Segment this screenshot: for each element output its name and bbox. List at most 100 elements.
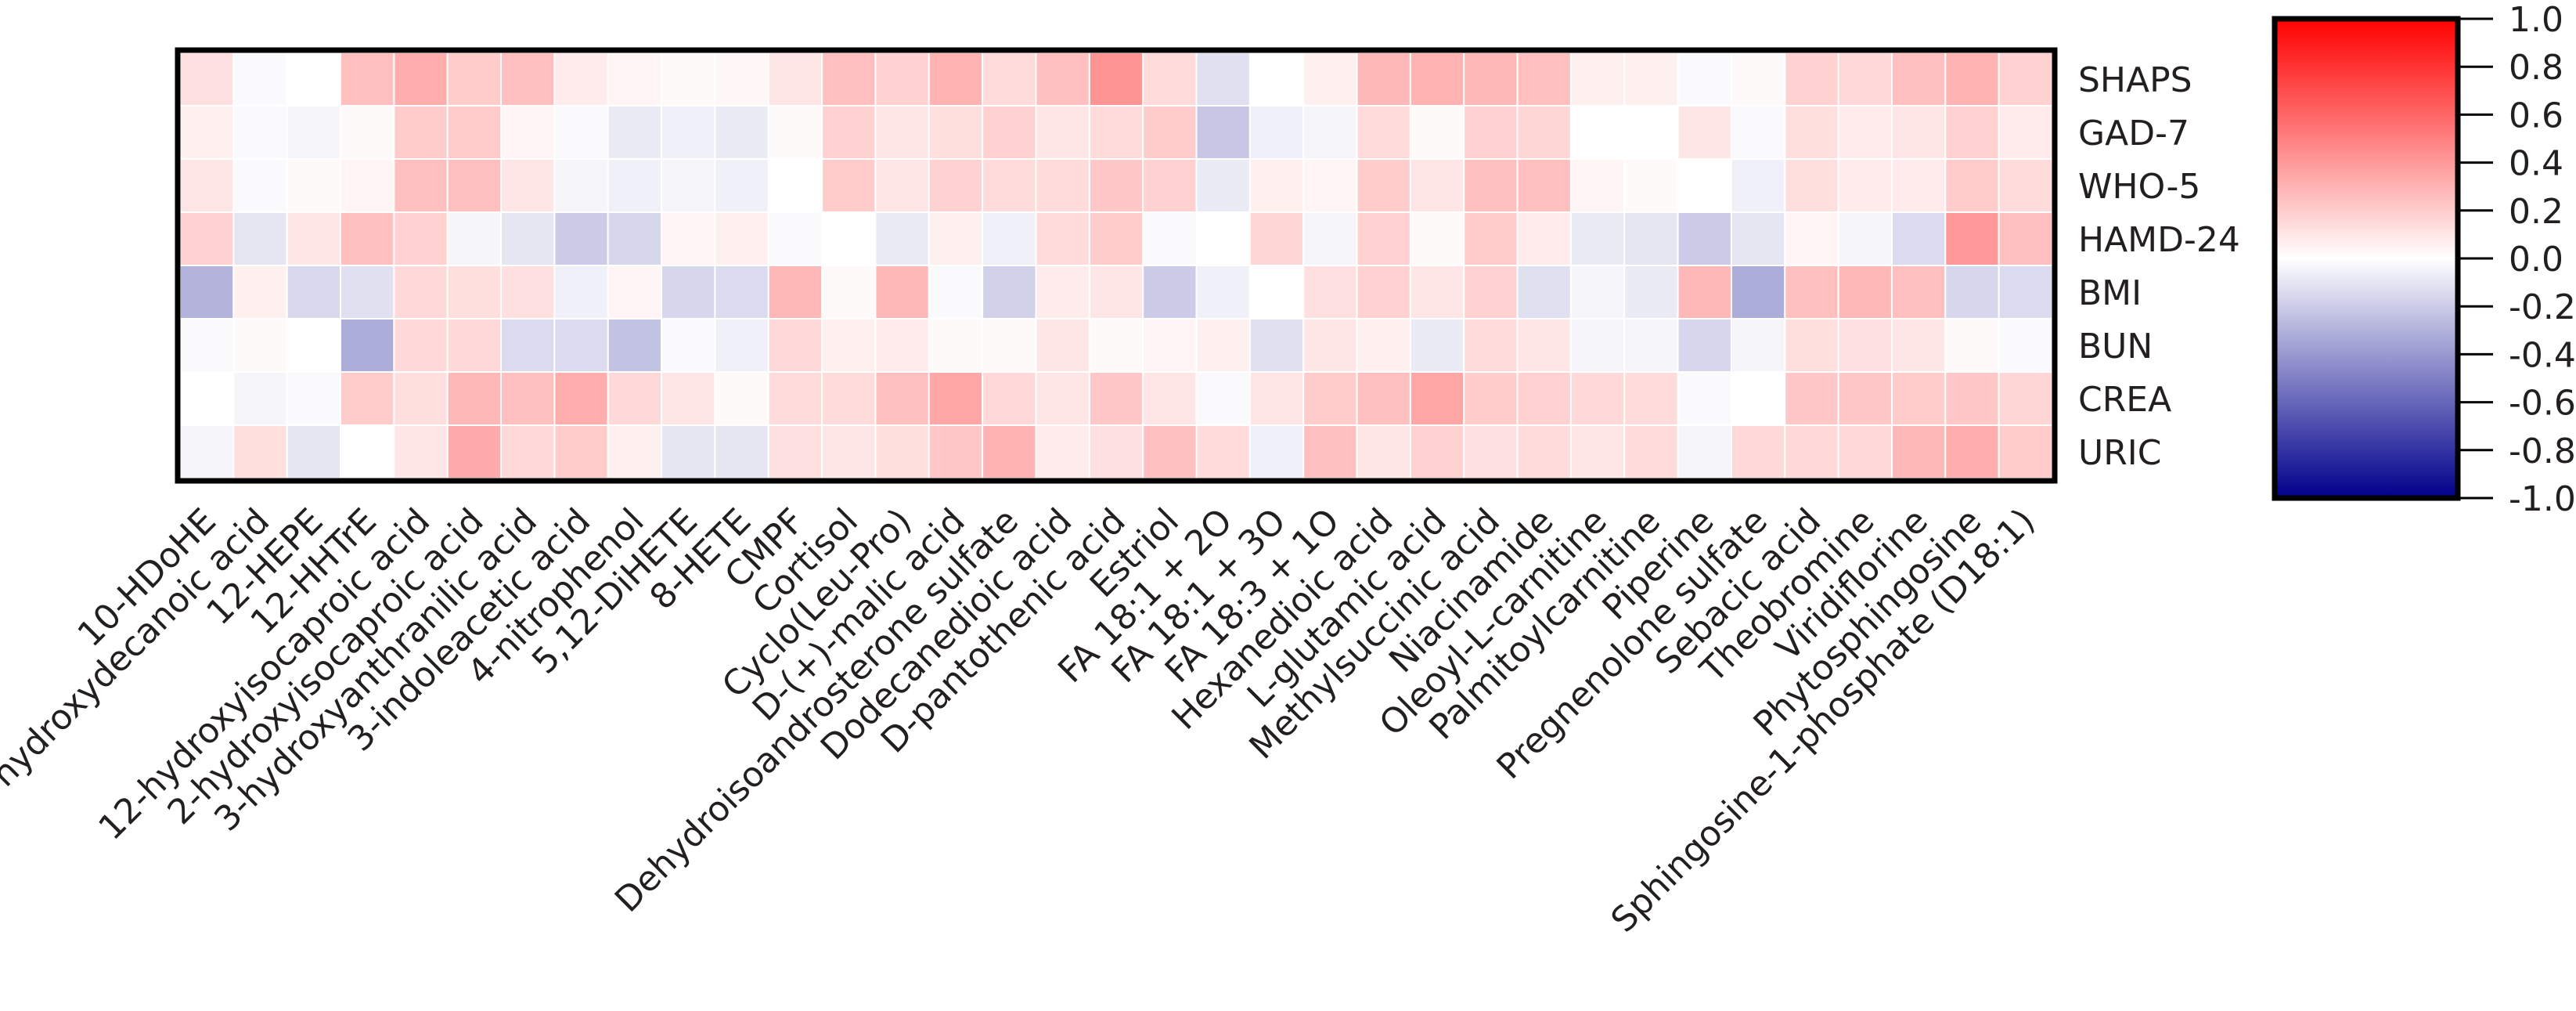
heatmap-cell [1409,52,1465,107]
heatmap-cell [1516,265,1572,320]
heatmap-cell [179,211,235,266]
heatmap-cell [661,318,716,373]
heatmap-cell [1998,371,2054,426]
heatmap-cell [1195,105,1251,160]
colorbar-tick-label: 1.0 [2509,0,2563,40]
heatmap-cells [179,52,2054,479]
heatmap-cell [179,318,235,373]
heatmap-cell [1463,105,1519,160]
heatmap-cell [340,371,395,426]
heatmap-cell [714,371,769,426]
heatmap-cell [714,52,769,107]
heatmap-cell [1623,424,1679,479]
heatmap-cell [1195,211,1251,266]
heatmap-cell [286,424,342,479]
heatmap-cell [767,52,823,107]
heatmap-cell [1730,105,1786,160]
heatmap-cell [1409,318,1465,373]
heatmap-cell [500,424,556,479]
heatmap-cell [1569,105,1626,160]
heatmap-cell [1569,211,1626,266]
heatmap-cell [874,424,930,479]
heatmap-cell [1356,371,1411,426]
heatmap-cell [286,158,342,213]
heatmap-cell [446,52,503,107]
heatmap-cell [446,371,503,426]
heatmap-cell [1142,371,1198,426]
heatmap-cell [1088,424,1144,479]
heatmap-cell [767,424,823,479]
heatmap-cell [1035,265,1090,320]
heatmap-cell [1463,52,1519,107]
heatmap-cell [1569,371,1626,426]
heatmap-cell [553,371,609,426]
heatmap-cell [340,158,395,213]
heatmap-cell [607,105,663,160]
heatmap-cell [286,318,342,373]
heatmap-cell [1890,158,1947,213]
heatmap-cell [874,265,930,320]
heatmap-cell [1302,265,1358,320]
row-label: GAD-7 [2078,114,2189,153]
heatmap-cell [1088,52,1144,107]
heatmap-cell [1837,105,1893,160]
colorbar-tick-label: -0.4 [2509,335,2576,375]
heatmap-cell [1302,211,1358,266]
colorbar-gradient [2272,16,2461,501]
colorbar-tick-label: -0.2 [2509,287,2576,327]
heatmap-cell [340,105,395,160]
heatmap-cell [1356,105,1411,160]
heatmap-cell [1356,158,1411,213]
heatmap-cell [1730,211,1786,266]
heatmap-cell [1837,371,1893,426]
heatmap-cell [1998,211,2054,266]
heatmap-cell [500,371,556,426]
heatmap-cell [500,211,556,266]
heatmap-cell [874,158,930,213]
heatmap-cell [1356,318,1411,373]
colorbar-tick-label: -0.6 [2509,384,2576,424]
heatmap-cell [874,105,930,160]
heatmap-cell [982,318,1037,373]
heatmap-cell [1035,371,1090,426]
heatmap-cell [821,52,877,107]
heatmap-cell [286,371,342,426]
heatmap-cell [982,424,1037,479]
heatmap-cell [661,371,716,426]
heatmap-cell [1677,265,1732,320]
heatmap-cell [500,52,556,107]
heatmap-cell [1998,158,2054,213]
heatmap-cell [661,158,716,213]
heatmap-cell [393,424,449,479]
heatmap-cell [1142,105,1198,160]
heatmap-cell [232,424,288,479]
row-label: BMI [2078,273,2142,313]
row-label: BUN [2078,327,2153,366]
heatmap-cell [1730,318,1786,373]
heatmap-cell [1730,265,1786,320]
heatmap-cell [1623,371,1679,426]
heatmap-cell [821,318,877,373]
heatmap-cell [767,211,823,266]
heatmap-cell [1944,158,2000,213]
heatmap-cell [500,105,556,160]
heatmap-cell [1890,265,1947,320]
heatmap-cell [340,265,395,320]
heatmap-cell [821,371,877,426]
heatmap-cell [446,158,503,213]
heatmap-cell [393,52,449,107]
colorbar-tick-label: 0.2 [2509,192,2563,232]
heatmap-cell [393,158,449,213]
heatmap-cell [1569,424,1626,479]
heatmap-cell [928,52,984,107]
heatmap-cell [1195,158,1251,213]
heatmap-cell [928,211,984,266]
heatmap-cell [1784,105,1839,160]
heatmap-cell [1142,52,1198,107]
heatmap-cell [607,211,663,266]
heatmap-cell [714,265,769,320]
heatmap-cell [1035,52,1090,107]
heatmap-cell [714,424,769,479]
heatmap-cell [1837,211,1893,266]
heatmap-cell [1409,265,1465,320]
